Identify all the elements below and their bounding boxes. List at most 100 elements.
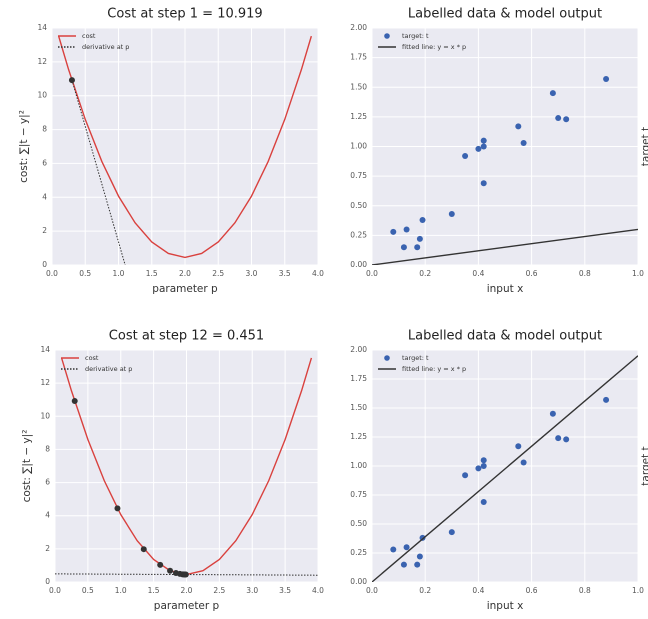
y-tick-label: 10 xyxy=(40,411,50,420)
x-tick-label: 0.8 xyxy=(579,269,591,278)
data-point xyxy=(475,465,481,471)
data-point xyxy=(420,217,426,223)
data-point xyxy=(555,115,561,121)
chart-title: Cost at step 1 = 10.919 xyxy=(107,7,262,22)
x-tick-label: 0.8 xyxy=(579,586,591,595)
data-point xyxy=(449,211,455,217)
x-tick-label: 0.4 xyxy=(472,586,484,595)
data-point xyxy=(114,505,120,511)
y-tick-label: 12 xyxy=(37,57,47,66)
chart-title: Labelled data & model output xyxy=(408,329,602,344)
figure: 0.0 0.5 1.0 1.5 2.0 2.5 3.0 3.5 4.0 0 2 4 6 8 10 12 14 Co… xyxy=(0,0,648,619)
x-tick-label: 1.0 xyxy=(115,586,127,595)
x-tick-label: 1.0 xyxy=(632,586,644,595)
data-point xyxy=(563,436,569,442)
data-point xyxy=(462,472,468,478)
x-tick-label: 0.6 xyxy=(526,269,538,278)
data-point xyxy=(481,457,487,463)
y-tick-label: 2 xyxy=(42,226,47,235)
data-point xyxy=(521,460,527,466)
data-point xyxy=(404,544,410,550)
data-point xyxy=(481,138,487,144)
legend-label: cost xyxy=(85,354,99,362)
legend-label: fitted line: y = x * p xyxy=(402,43,466,51)
x-tick-label: 1.5 xyxy=(148,586,160,595)
legend-label: fitted line: y = x * p xyxy=(402,365,466,373)
data-point xyxy=(481,499,487,505)
y-tick-label: 14 xyxy=(37,23,47,32)
y-tick-label: 1.50 xyxy=(350,82,367,91)
x-axis-label: parameter p xyxy=(154,600,220,612)
x-tick-label: 0.5 xyxy=(82,586,94,595)
x-tick-label: 3.0 xyxy=(246,586,258,595)
y-axis-label: cost: ∑|t − y|² xyxy=(21,430,33,503)
y-tick-label: 0 xyxy=(45,577,50,586)
chart-title: Cost at step 12 = 0.451 xyxy=(109,329,264,344)
legend-marker xyxy=(384,355,390,361)
y-tick-label: 4 xyxy=(42,192,47,201)
y-tick-label: 1.00 xyxy=(350,461,367,470)
x-tick-label: 0.0 xyxy=(366,586,378,595)
y-tick-label: 6 xyxy=(42,158,47,167)
y-tick-label: 1.75 xyxy=(350,374,367,383)
data-point xyxy=(390,229,396,235)
x-tick-label: 3.5 xyxy=(279,586,291,595)
data-point xyxy=(401,562,407,568)
data-point xyxy=(515,443,521,449)
y-tick-label: 1.50 xyxy=(350,403,367,412)
y-tick-label: 0.00 xyxy=(350,260,367,269)
x-tick-label: 0.6 xyxy=(526,586,538,595)
y-tick-label: 14 xyxy=(40,345,50,354)
legend-label: derivative at p xyxy=(82,43,129,51)
x-tick-label: 3.0 xyxy=(246,269,258,278)
data-point xyxy=(69,77,75,83)
x-axis-label: input x xyxy=(487,600,524,612)
data-point xyxy=(417,236,423,242)
legend-label: cost xyxy=(82,32,96,40)
data-point xyxy=(390,547,396,553)
data-point xyxy=(417,553,423,559)
x-axis-label: parameter p xyxy=(152,283,218,295)
y-tick-label: 1.00 xyxy=(350,142,367,151)
data-point xyxy=(141,546,147,552)
x-tick-label: 1.5 xyxy=(146,269,158,278)
y-tick-label: 0.00 xyxy=(350,577,367,586)
data-point xyxy=(481,144,487,150)
x-tick-label: 2.5 xyxy=(213,586,225,595)
data-point xyxy=(563,116,569,122)
x-tick-label: 0.0 xyxy=(46,269,58,278)
y-tick-label: 4 xyxy=(45,511,50,520)
y-tick-label: 12 xyxy=(40,378,50,387)
y-tick-label: 2.00 xyxy=(350,23,367,32)
data-point xyxy=(167,568,173,574)
data-point xyxy=(404,226,410,232)
y-tick-label: 0.50 xyxy=(350,201,367,210)
chart-title: Labelled data & model output xyxy=(408,7,602,22)
data-point xyxy=(555,435,561,441)
data-point xyxy=(515,123,521,129)
x-tick-label: 1.0 xyxy=(632,269,644,278)
data-point xyxy=(183,572,189,578)
data-point xyxy=(481,180,487,186)
x-tick-label: 0.0 xyxy=(366,269,378,278)
x-tick-label: 2.0 xyxy=(179,269,191,278)
x-tick-label: 0.4 xyxy=(472,269,484,278)
data-point xyxy=(157,562,163,568)
data-point xyxy=(521,140,527,146)
y-tick-label: 2 xyxy=(45,544,50,553)
data-point xyxy=(550,90,556,96)
x-tick-label: 0.2 xyxy=(419,269,431,278)
x-tick-label: 2.5 xyxy=(212,269,224,278)
y-tick-label: 8 xyxy=(42,125,47,134)
data-point xyxy=(462,153,468,159)
y-tick-label: 0.75 xyxy=(350,490,367,499)
x-tick-label: 0.5 xyxy=(79,269,91,278)
x-tick-label: 0.2 xyxy=(419,586,431,595)
x-tick-label: 4.0 xyxy=(312,269,324,278)
y-tick-label: 1.25 xyxy=(350,432,367,441)
y-tick-label: 1.75 xyxy=(350,53,367,62)
x-tick-label: 1.0 xyxy=(113,269,125,278)
